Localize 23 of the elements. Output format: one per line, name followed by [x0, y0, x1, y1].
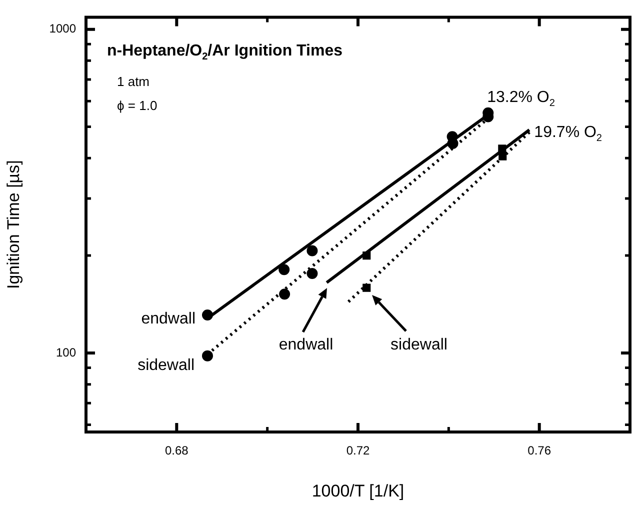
- y-axis-title: Ignition Time [µs]: [4, 160, 23, 290]
- annotation: endwall: [278, 336, 334, 354]
- point: [498, 144, 506, 153]
- x-tick-label: 0.68: [164, 444, 189, 458]
- y-tick-label: 100: [56, 345, 76, 360]
- annotation: sidewall: [390, 336, 448, 354]
- annotation: ϕ = 1.0: [117, 98, 158, 113]
- annotation: endwall: [141, 310, 196, 328]
- point: [202, 350, 213, 362]
- x-axis-title: 1000/T [1/K]: [312, 481, 404, 500]
- point: [278, 264, 290, 276]
- point: [279, 288, 290, 300]
- annotation: sidewall: [138, 357, 194, 374]
- point: [362, 252, 371, 260]
- x-tick-label: 0.72: [346, 444, 370, 458]
- y-tick-label: 1000: [49, 22, 76, 36]
- point: [306, 245, 318, 256]
- point: [362, 284, 371, 292]
- point: [498, 152, 507, 160]
- point: [306, 268, 318, 280]
- point: [202, 310, 213, 321]
- annotation: 1 atm: [117, 74, 150, 89]
- x-tick-label: 0.76: [528, 444, 552, 458]
